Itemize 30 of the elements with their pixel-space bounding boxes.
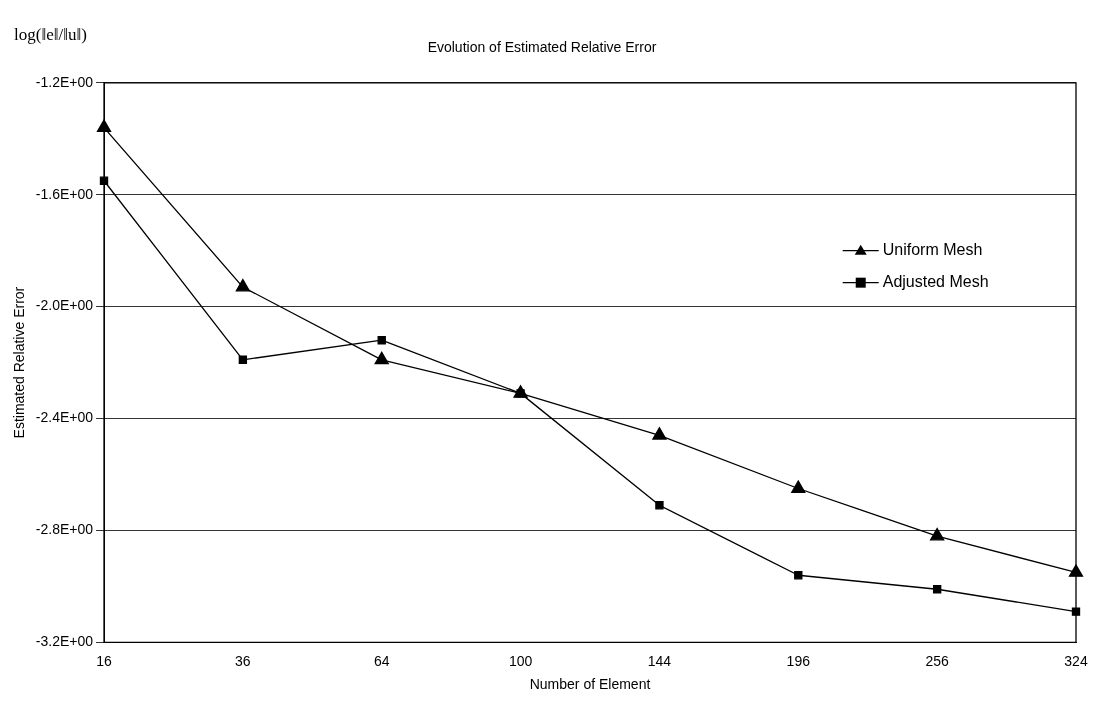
x-tick-label: 64 <box>373 652 390 669</box>
x-axis-title: Number of Element <box>529 676 651 693</box>
point <box>377 336 386 345</box>
point <box>932 585 942 594</box>
y-tick-label: -3.2E+00 <box>35 633 94 650</box>
x-tick-label: 16 <box>96 652 113 669</box>
x-tick-label: 100 <box>508 652 533 669</box>
x-tick-label: 144 <box>647 652 672 669</box>
y-tick-label: -1.6E+00 <box>35 185 94 202</box>
y-axis-title: Estimated Relative Error <box>11 286 28 439</box>
y-tick-label: -2.8E+00 <box>35 521 94 538</box>
y-tick-label: -2.0E+00 <box>35 297 94 314</box>
point <box>235 278 251 292</box>
point <box>238 355 248 364</box>
x-tick-label: 196 <box>786 652 811 669</box>
legend-label: Adjusted Mesh <box>882 273 989 291</box>
point <box>791 480 806 493</box>
y-tick-label: -1.2E+00 <box>35 73 94 90</box>
point <box>930 527 945 541</box>
point <box>652 427 667 440</box>
point <box>374 351 389 365</box>
legend-label: Uniform Mesh <box>882 241 983 259</box>
text: log(‖e‖/‖u‖) <box>14 25 87 45</box>
point <box>655 501 664 510</box>
chart-title: Evolution of Estimated Relative Error <box>427 39 657 56</box>
x-tick-label: 324 <box>1064 652 1088 669</box>
x-tick-label: 36 <box>235 652 251 669</box>
y-tick-label: -2.4E+00 <box>35 409 94 426</box>
x-tick-label: 256 <box>925 652 950 669</box>
point <box>794 571 803 580</box>
